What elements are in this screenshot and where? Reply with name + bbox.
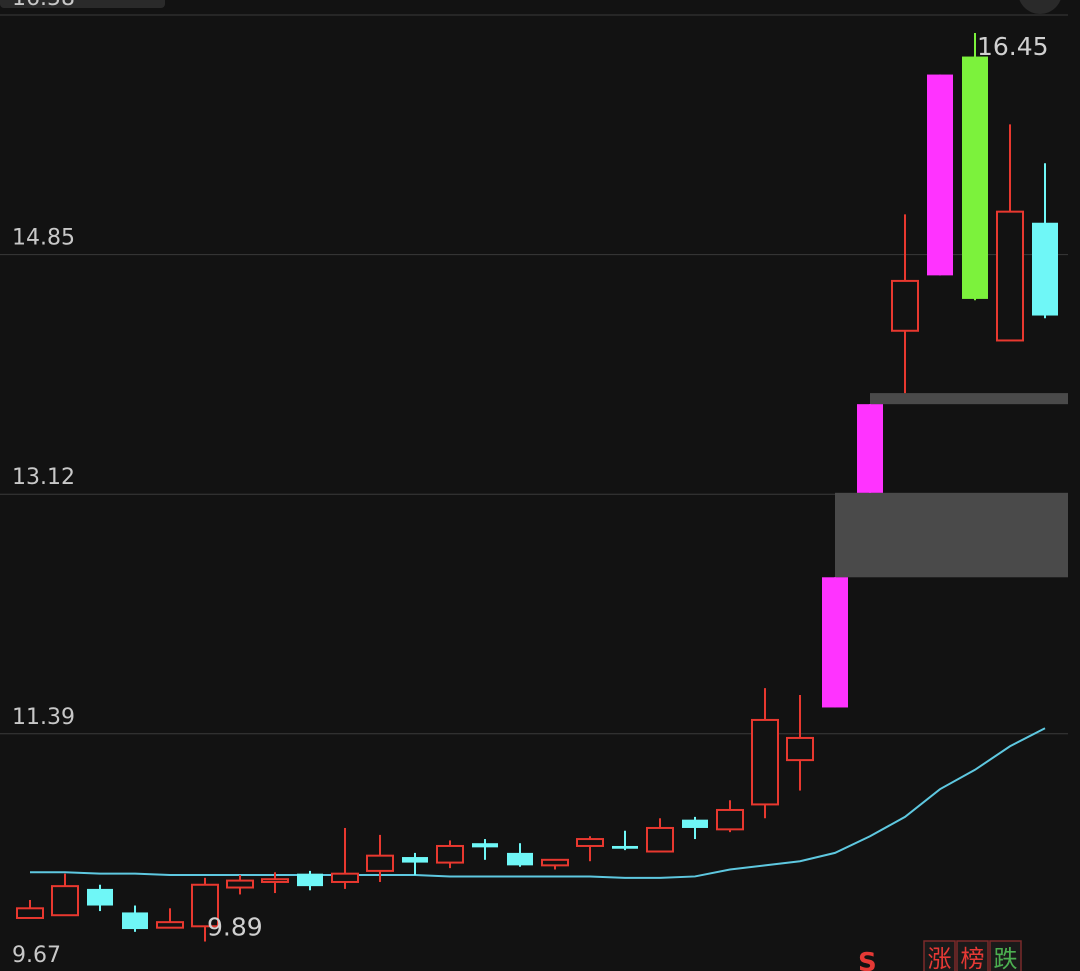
candle-body bbox=[51, 885, 79, 917]
candle-body bbox=[751, 718, 779, 806]
candle-body bbox=[366, 854, 394, 872]
y-tick-label: 13.12 bbox=[12, 465, 75, 490]
candle-body bbox=[682, 819, 708, 828]
candle-body bbox=[87, 888, 113, 906]
candle-body bbox=[612, 845, 638, 849]
y-tick-label: 9.67 bbox=[12, 943, 61, 968]
top-button bbox=[1019, 0, 1061, 14]
max-label: 16.45 bbox=[977, 32, 1049, 61]
footer-button bbox=[923, 940, 956, 971]
footer-button-label[interactable]: 榜 bbox=[961, 945, 985, 971]
candle-body bbox=[507, 852, 533, 866]
moving-average bbox=[30, 727, 1046, 879]
candle-body bbox=[226, 879, 254, 889]
candle-body bbox=[716, 808, 744, 831]
candle-body bbox=[962, 56, 988, 299]
footer-button bbox=[989, 940, 1022, 971]
candle-body bbox=[891, 279, 919, 332]
candle-body bbox=[122, 912, 148, 930]
candle-body bbox=[297, 873, 323, 887]
top-tab bbox=[0, 0, 165, 8]
footer-button bbox=[956, 940, 989, 971]
candle-body bbox=[576, 838, 604, 847]
candle-body bbox=[331, 872, 359, 883]
candle-body bbox=[156, 921, 184, 929]
candle-body bbox=[402, 857, 428, 863]
candle-body bbox=[436, 844, 464, 864]
candle-body bbox=[927, 74, 953, 276]
y-tick-label: 14.85 bbox=[12, 226, 75, 251]
candle-body bbox=[857, 404, 883, 493]
y-tick-label: 11.39 bbox=[12, 705, 75, 730]
footer-button-label[interactable]: 涨 bbox=[928, 945, 952, 971]
signal-marker: S bbox=[858, 948, 877, 971]
min-label: 9.89 bbox=[207, 913, 263, 942]
price-gap bbox=[835, 492, 1068, 578]
candle-body bbox=[261, 878, 289, 883]
y-tick-label: 16.58 bbox=[12, 0, 75, 11]
candle-body bbox=[16, 907, 44, 919]
candle-body bbox=[646, 826, 674, 853]
candle-body bbox=[786, 736, 814, 762]
candle-body bbox=[1032, 222, 1058, 316]
candle-body bbox=[472, 843, 498, 848]
candle-body bbox=[996, 210, 1024, 342]
candle-body bbox=[191, 883, 219, 928]
candle-body bbox=[822, 577, 848, 708]
price-gap bbox=[870, 393, 1068, 405]
candle-body bbox=[541, 858, 569, 867]
footer-button-label[interactable]: 跌 bbox=[994, 945, 1018, 971]
